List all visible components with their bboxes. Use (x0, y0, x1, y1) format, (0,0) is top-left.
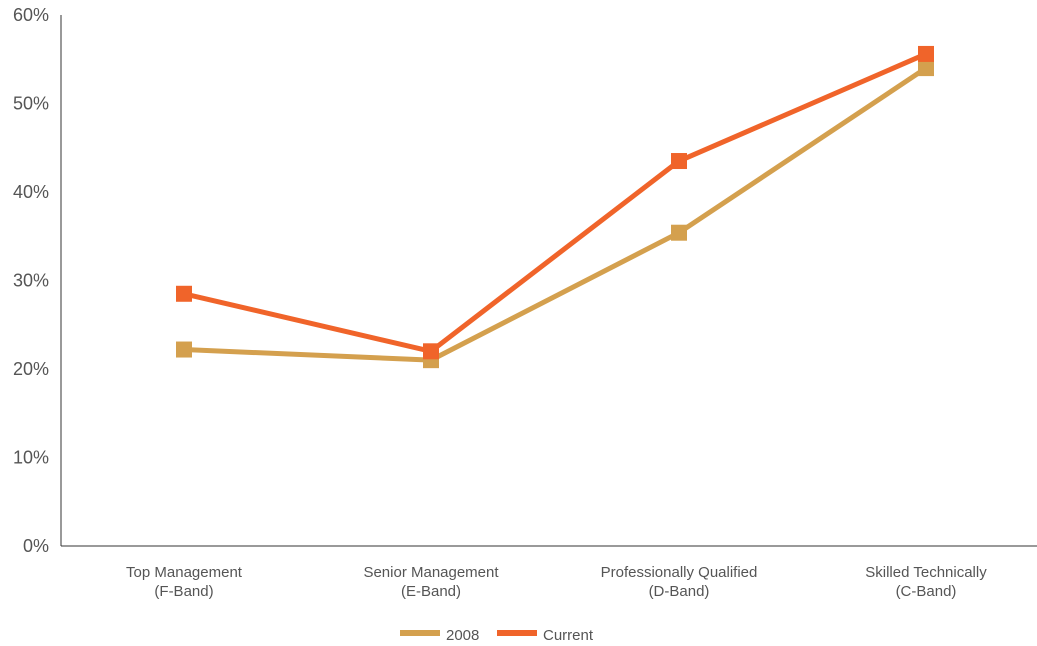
series-markers (176, 45, 934, 369)
y-tick-label: 0% (23, 536, 49, 556)
y-tick-label: 50% (13, 94, 49, 114)
x-category-label: (C-Band) (896, 583, 957, 600)
y-tick-label: 20% (13, 359, 49, 379)
data-point-marker (671, 224, 687, 241)
x-category-label: (D-Band) (649, 583, 710, 600)
data-point-marker (918, 60, 934, 77)
legend-swatch (400, 630, 440, 636)
y-tick-labels: 0% 10% 20% 30% 40% 50% 60% (13, 5, 49, 556)
legend-label: 2008 (446, 627, 479, 644)
x-category-label: Skilled Technically (865, 564, 987, 581)
legend-label: Current (543, 627, 594, 644)
data-point-marker (176, 341, 192, 358)
data-point-marker (671, 153, 687, 170)
data-point-marker (918, 45, 934, 62)
y-tick-label: 60% (13, 5, 49, 25)
series-lines (183, 51, 928, 363)
x-category-label: Senior Management (363, 564, 499, 581)
data-point-marker (423, 343, 439, 360)
legend-swatch (497, 630, 537, 636)
legend: 2008 Current (400, 627, 594, 644)
y-tick-label: 10% (13, 448, 49, 468)
x-category-label: Professionally Qualified (601, 564, 758, 581)
series-line (183, 51, 927, 354)
x-category-label: (F-Band) (154, 583, 213, 600)
x-category-label: (E-Band) (401, 583, 461, 600)
x-category-label: Top Management (126, 564, 243, 581)
x-category-labels: Top Management (F-Band) Senior Management (… (126, 564, 987, 600)
data-point-marker (176, 285, 192, 302)
series-line (183, 66, 928, 363)
y-tick-label: 30% (13, 271, 49, 291)
y-tick-label: 40% (13, 182, 49, 202)
